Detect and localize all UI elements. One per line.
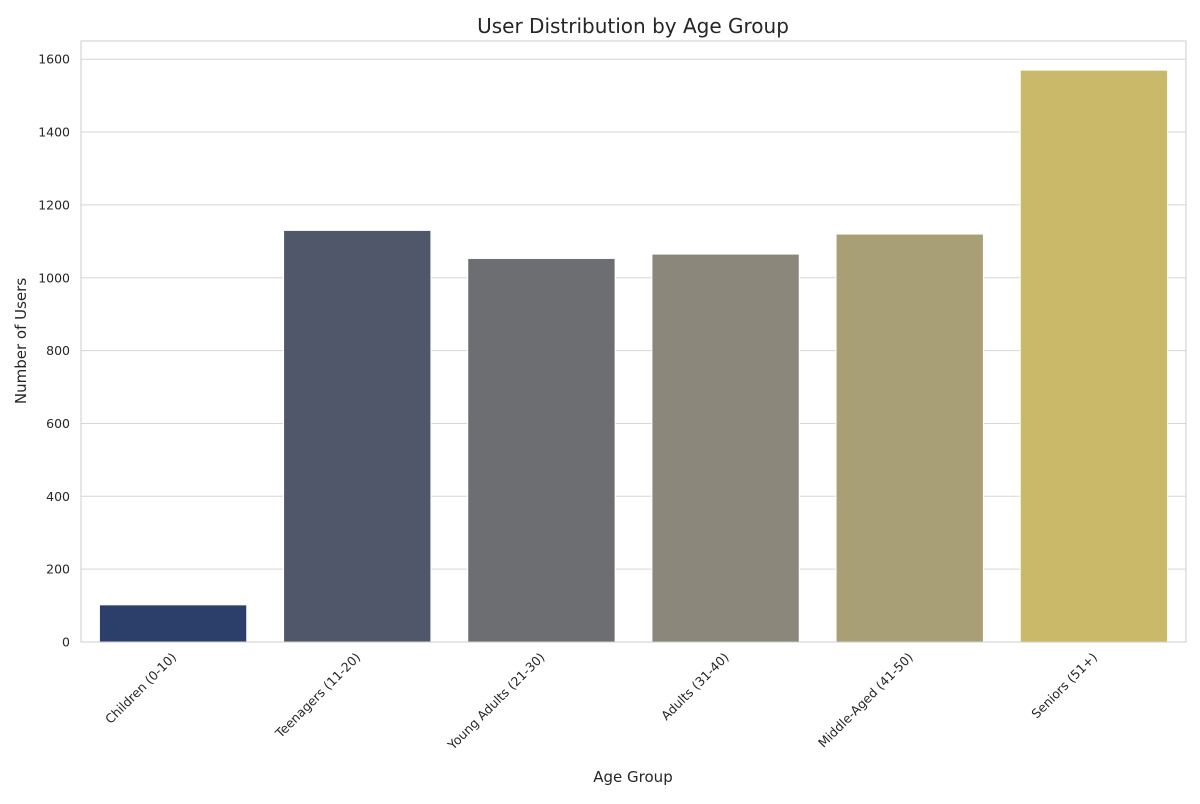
x-tick-label: Middle-Aged (41-50): [815, 650, 916, 751]
bar: [98, 604, 248, 643]
x-tick-labels: Children (0-10) Teenagers (11-20) Young Ad…: [102, 650, 1100, 754]
bar: [651, 253, 800, 643]
y-axis-label: Number of Users: [12, 278, 30, 404]
bar: [467, 257, 616, 643]
x-tick-label: Adults (31-40): [658, 650, 732, 724]
plot-frame: [80, 40, 1187, 643]
y-tick-label: 600: [46, 416, 70, 431]
bar: [1019, 69, 1169, 643]
chart-title: User Distribution by Age Group: [477, 14, 789, 38]
y-tick-label: 1400: [38, 125, 70, 140]
x-axis-label: Age Group: [593, 768, 672, 786]
y-tick-label: 1000: [38, 270, 70, 285]
x-tick-label: Young Adults (21-30): [444, 650, 548, 754]
y-tick-label: 400: [46, 489, 70, 504]
x-tick-label: Seniors (51+): [1028, 650, 1100, 722]
y-tick-labels: 0 200 400 600 800 1000 1200 1400 1600: [38, 52, 70, 650]
bar: [835, 233, 984, 643]
y-tick-label: 1200: [38, 197, 70, 212]
y-tick-label: 1600: [38, 52, 70, 67]
gridlines: [81, 58, 1186, 643]
bar: [283, 229, 432, 643]
x-tick-label: Children (0-10): [102, 650, 179, 727]
y-tick-label: 800: [46, 343, 70, 358]
x-tick-label: Teenagers (11-20): [272, 650, 364, 742]
y-tick-label: 0: [62, 635, 70, 650]
y-tick-label: 200: [46, 562, 70, 577]
bars: [98, 69, 1169, 643]
